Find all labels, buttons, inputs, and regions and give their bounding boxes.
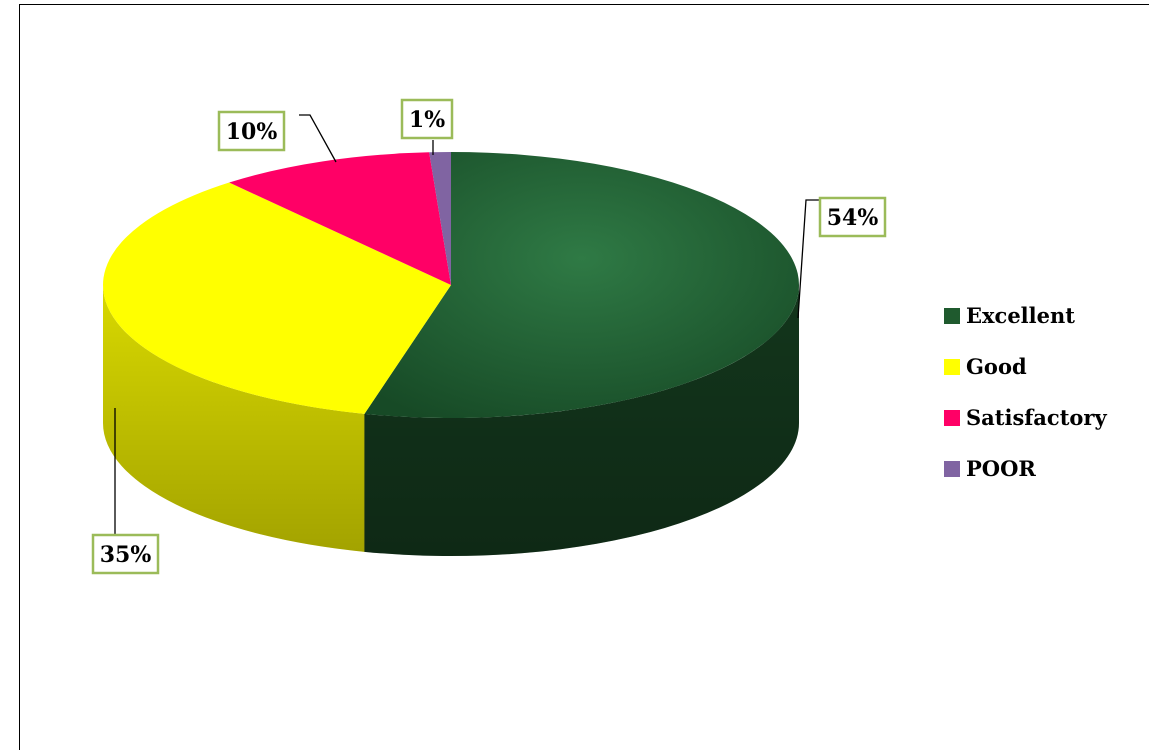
data-label-satisfactory: 10% [226,119,278,145]
legend-swatch [944,358,960,375]
data-labels: 54% 35% 10% 1% [91,98,887,575]
legend-label: POOR [966,456,1036,481]
legend-swatch [944,307,960,324]
pie-slice-excellent [364,152,799,418]
legend-label: Excellent [966,303,1075,328]
legend-item-good: Good [944,341,1107,392]
data-label-box [217,110,286,152]
chart-frame [19,4,1149,750]
legend: Excellent Good Satisfactory POOR [944,290,1107,494]
leader-line [797,199,820,319]
legend-swatch [944,409,960,426]
data-label-box [818,196,887,238]
legend-item-excellent: Excellent [944,290,1107,341]
legend-item-poor: POOR [944,443,1107,494]
legend-label: Satisfactory [966,405,1107,430]
pie-side-shade [103,285,365,552]
data-label-poor: 1% [409,107,445,133]
pie-slice-good [103,182,452,414]
pie-sides [103,285,800,556]
data-label-good: 35% [100,542,152,568]
leader-line [299,114,337,163]
pie-slice-satisfactory [229,152,451,285]
data-label-excellent: 54% [827,205,879,231]
legend-label: Good [966,354,1027,379]
pie-slice-poor [429,152,451,285]
pie-side-shade [364,285,800,556]
legend-item-satisfactory: Satisfactory [944,392,1107,443]
data-label-box [91,533,160,575]
pie-tops [103,152,799,418]
legend-swatch [944,460,960,477]
data-label-box [400,98,454,140]
